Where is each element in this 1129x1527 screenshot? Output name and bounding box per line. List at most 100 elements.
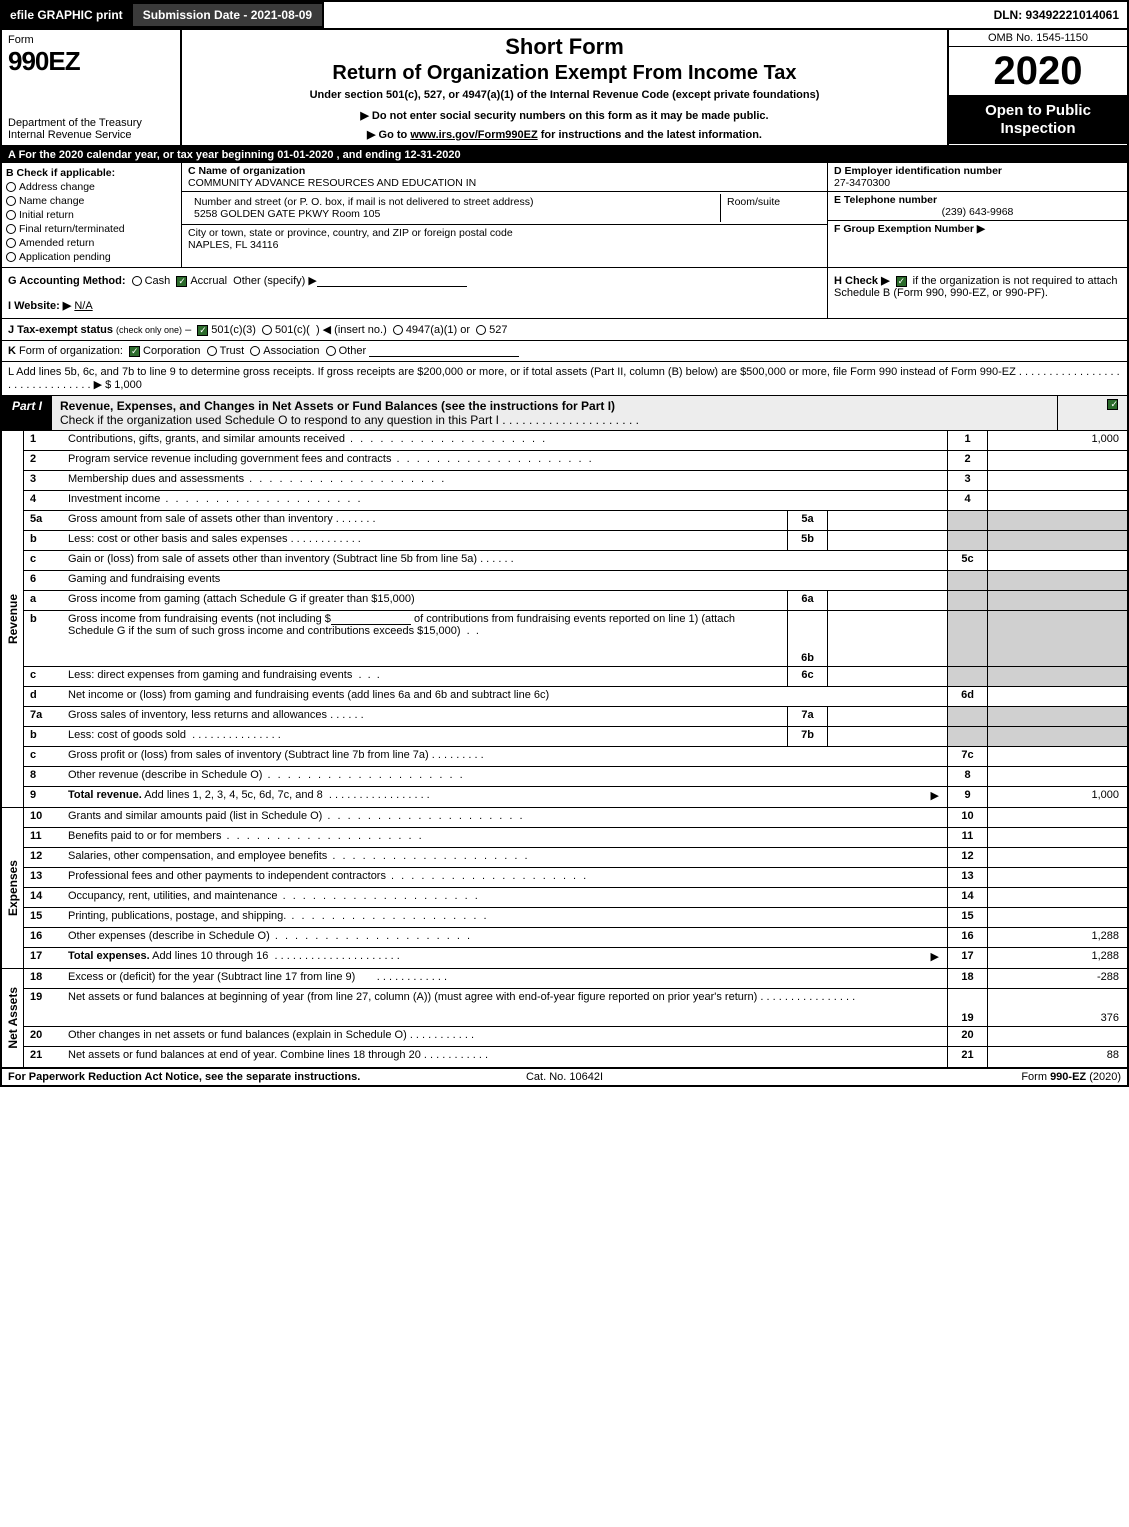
check-label: Name change <box>19 195 84 207</box>
check-pending[interactable]: Application pending <box>6 251 177 263</box>
h-label: H Check ▶ <box>834 275 890 287</box>
line-num: 10 <box>24 808 64 827</box>
line-12: 12 Salaries, other compensation, and emp… <box>24 848 1127 868</box>
check-final-return[interactable]: Final return/terminated <box>6 223 177 235</box>
checkbox-icon[interactable] <box>262 325 272 335</box>
check-amended[interactable]: Amended return <box>6 237 177 249</box>
line-desc: Less: cost of goods sold . . . . . . . .… <box>64 727 787 746</box>
form-word: Form <box>8 34 174 46</box>
dln-label: DLN: 93492221014061 <box>986 2 1127 28</box>
line-num: b <box>24 727 64 746</box>
accrual-label: Accrual <box>190 275 227 287</box>
netassets-section: Net Assets 18 Excess or (deficit) for th… <box>2 969 1127 1067</box>
line-num: c <box>24 747 64 766</box>
efile-print-button[interactable]: efile GRAPHIC print <box>2 2 131 28</box>
check-label: Initial return <box>19 209 74 221</box>
topbar-spacer <box>324 2 985 28</box>
line-num: 6 <box>24 571 64 590</box>
netassets-lines: 18 Excess or (deficit) for the year (Sub… <box>24 969 1127 1067</box>
checkbox-icon <box>6 224 16 234</box>
shaded-cell <box>987 511 1127 530</box>
part1-header: Part I Revenue, Expenses, and Changes in… <box>2 396 1127 431</box>
line-col-num: 16 <box>947 928 987 947</box>
tax-year: 2020 <box>949 47 1127 96</box>
gross-receipts-row: L Add lines 5b, 6c, and 7b to line 9 to … <box>2 362 1127 396</box>
other-specify-input[interactable] <box>317 275 467 287</box>
checkbox-icon[interactable] <box>476 325 486 335</box>
line-8: 8 Other revenue (describe in Schedule O)… <box>24 767 1127 787</box>
rowL-text: L Add lines 5b, 6c, and 7b to line 9 to … <box>8 366 1120 391</box>
paperwork-notice: For Paperwork Reduction Act Notice, see … <box>8 1071 379 1083</box>
check-initial-return[interactable]: Initial return <box>6 209 177 221</box>
irs-link[interactable]: www.irs.gov/Form990EZ <box>410 129 537 141</box>
line-num: 12 <box>24 848 64 867</box>
part1-title-text: Revenue, Expenses, and Changes in Net As… <box>60 399 615 413</box>
g-label: G Accounting Method: <box>8 275 126 287</box>
subbox-label: 7b <box>787 727 827 746</box>
checkbox-checked-icon[interactable] <box>197 325 208 336</box>
rowL-value: 1,000 <box>114 379 142 391</box>
line-desc: Total revenue. Add lines 1, 2, 3, 4, 5c,… <box>64 787 947 807</box>
line-5c: c Gain or (loss) from sale of assets oth… <box>24 551 1127 571</box>
checkbox-checked-icon[interactable] <box>1107 399 1118 410</box>
line-value <box>987 767 1127 786</box>
line-value <box>987 687 1127 706</box>
header-center-col: Short Form Return of Organization Exempt… <box>182 30 947 145</box>
shaded-cell <box>947 531 987 550</box>
form-title: Return of Organization Exempt From Incom… <box>190 62 939 85</box>
line-1: 1 Contributions, gifts, grants, and simi… <box>24 431 1127 451</box>
goto-instructions: ▶ Go to www.irs.gov/Form990EZ for instru… <box>190 128 939 141</box>
colB-header: B Check if applicable: <box>6 167 177 179</box>
line-col-num: 11 <box>947 828 987 847</box>
contrib-amount-input[interactable] <box>331 613 411 625</box>
under-section-text: Under section 501(c), 527, or 4947(a)(1)… <box>190 89 939 101</box>
line-col-num: 1 <box>947 431 987 450</box>
i-label: I Website: ▶ <box>8 300 71 312</box>
checkbox-checked-icon[interactable] <box>129 346 140 357</box>
netassets-tab: Net Assets <box>2 969 24 1067</box>
check-if-applicable-col: B Check if applicable: Address change Na… <box>2 163 182 267</box>
line-3: 3 Membership dues and assessments 3 <box>24 471 1127 491</box>
phone-label: E Telephone number <box>834 194 1121 206</box>
line-col-num: 6d <box>947 687 987 706</box>
line-17: 17 Total expenses. Add lines 10 through … <box>24 948 1127 968</box>
checkbox-icon[interactable] <box>132 276 142 286</box>
subbox-value <box>827 707 947 726</box>
line-num: 9 <box>24 787 64 807</box>
submission-date-badge: Submission Date - 2021-08-09 <box>131 2 324 28</box>
line-col-num: 18 <box>947 969 987 988</box>
line-desc: Professional fees and other payments to … <box>64 868 947 887</box>
line-col-num: 10 <box>947 808 987 827</box>
checkbox-icon[interactable] <box>250 346 260 356</box>
line-col-num: 2 <box>947 451 987 470</box>
other-org-input[interactable] <box>369 345 519 357</box>
subbox-value <box>827 531 947 550</box>
checkbox-checked-icon[interactable] <box>176 276 187 287</box>
line-col-num: 17 <box>947 948 987 968</box>
line-desc: Gross income from fundraising events (no… <box>64 611 787 666</box>
line-desc: Less: cost or other basis and sales expe… <box>64 531 787 550</box>
line-value <box>987 491 1127 510</box>
line-14: 14 Occupancy, rent, utilities, and maint… <box>24 888 1127 908</box>
line-desc: Net assets or fund balances at beginning… <box>64 989 947 1026</box>
checkbox-icon <box>6 238 16 248</box>
tax-exempt-status-row: J Tax-exempt status (check only one) – 5… <box>2 319 1127 341</box>
line-num: 20 <box>24 1027 64 1046</box>
subbox-value <box>827 591 947 610</box>
line-desc: Printing, publications, postage, and shi… <box>64 908 947 927</box>
checkbox-icon[interactable] <box>207 346 217 356</box>
checkbox-icon[interactable] <box>393 325 403 335</box>
line-4: 4 Investment income 4 <box>24 491 1127 511</box>
line-5b: b Less: cost or other basis and sales ex… <box>24 531 1127 551</box>
org-address-col: C Name of organization COMMUNITY ADVANCE… <box>182 163 827 267</box>
check-address-change[interactable]: Address change <box>6 181 177 193</box>
checkbox-icon[interactable] <box>326 346 336 356</box>
subbox-value <box>827 727 947 746</box>
org-street-cell: Number and street (or P. O. box, if mail… <box>188 194 721 222</box>
top-bar: efile GRAPHIC print Submission Date - 20… <box>2 2 1127 30</box>
line-desc: Other changes in net assets or fund bala… <box>64 1027 947 1046</box>
check-name-change[interactable]: Name change <box>6 195 177 207</box>
line-6c: c Less: direct expenses from gaming and … <box>24 667 1127 687</box>
goto-post: for instructions and the latest informat… <box>538 129 762 141</box>
checkbox-checked-icon[interactable] <box>896 276 907 287</box>
